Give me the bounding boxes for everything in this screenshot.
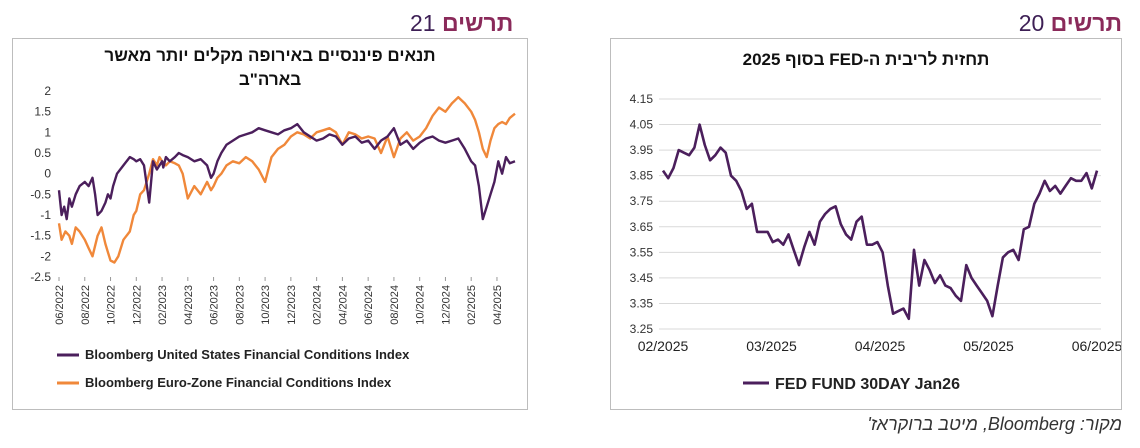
figure-21-heading: תרשים 21 [410,10,513,38]
x-tick-label: 02/2024 [312,285,324,325]
legend-label: Bloomberg United States Financial Condit… [85,347,410,362]
x-tick-label: 02/2025 [466,285,478,325]
figure-word: תרשים [1050,10,1122,36]
figure-number: 21 [410,10,436,36]
x-tick-label: 06/2022 [54,285,66,325]
y-tick-label: -2 [40,249,51,263]
y-tick-label: 0.5 [34,146,51,160]
fed-rate-chart-panel: תחזית לריבית ה-FED בסוף 2025 4.15 4.05 3.9… [610,38,1122,410]
x-tick-label: 04/2025 [492,285,504,325]
x-tick-label: 02/2023 [157,285,169,325]
y-tick-label: 3.85 [630,169,654,183]
y-tick-label: 0 [44,167,51,181]
legend-label: FED FUND 30DAY Jan26 [775,376,960,393]
x-tick-label: 08/2023 [234,285,246,325]
x-tick-label: 06/2023 [209,285,221,325]
y-tick-label: 3.35 [630,296,654,310]
x-tick-label: 02/2025 [638,338,689,354]
financial-conditions-chart: 2 1.5 1 0.5 0 -0.5 -1 -1.5 -2 -2.506/2022 08/2022 1… [30,84,516,390]
x-tick-label: 12/2023 [286,285,298,325]
y-tick-label: -0.5 [30,187,51,201]
figure-number: 20 [1018,10,1045,36]
x-tick-label: 12/2024 [440,285,452,325]
y-tick-label: 3.25 [630,322,654,336]
x-tick-label: 12/2022 [131,285,143,325]
figure-20-heading: תרשים 20 [1019,10,1122,38]
y-tick-label: 3.95 [630,143,654,157]
fed-fund-line [661,123,1099,321]
x-tick-label: 10/2023 [260,285,272,325]
y-tick-label: -1.5 [30,229,51,243]
figure-word: תרשים [441,10,514,36]
y-tick-label: 1 [44,125,51,139]
source-note: מקור: Bloomberg, מיטב ברוקראז' [867,414,1122,434]
financial-conditions-chart-panel: תנאים פיננסיים באירופה מקלים יותר מאשר ב… [12,38,528,410]
legend-label: Bloomberg Euro-Zone Financial Conditions… [85,375,392,390]
x-tick-label: 06/2024 [363,285,375,325]
y-tick-label: 3.75 [630,194,654,208]
chart-title-line2: בארה"ב [238,70,302,89]
y-tick-label: 4.05 [630,118,654,132]
x-tick-label: 04/2024 [337,285,349,325]
x-tick-label: 10/2024 [415,285,427,325]
y-tick-label: 1.5 [34,105,51,119]
x-tick-label: 04/2025 [855,338,906,354]
x-tick-label: 06/2025 [1072,338,1121,354]
x-tick-label: 08/2024 [389,285,401,325]
x-tick-label: 05/2025 [963,338,1014,354]
y-tick-label: -2.5 [30,270,51,284]
chart-title-line1: תנאים פיננסיים באירופה מקלים יותר מאשר [104,46,436,65]
y-tick-label: 4.15 [630,92,654,106]
x-tick-label: 10/2022 [106,285,118,325]
x-tick-label: 08/2022 [80,285,92,325]
x-tick-label: 04/2023 [183,285,195,325]
y-tick-label: 3.55 [630,245,654,259]
us-conditions-line [57,122,516,221]
chart-title: תחזית לריבית ה-FED בסוף 2025 [742,50,990,69]
y-tick-label: 2 [44,84,51,98]
fed-rate-chart: 4.15 4.05 3.95 3.85 3.75 3.65 3.55 3.45 3.35 3.25… [630,92,1121,393]
eu-conditions-line [57,96,516,264]
x-tick-label: 03/2025 [746,338,797,354]
y-tick-label: 3.45 [630,271,654,285]
y-tick-label: 3.65 [630,220,654,234]
y-tick-label: -1 [40,208,51,222]
